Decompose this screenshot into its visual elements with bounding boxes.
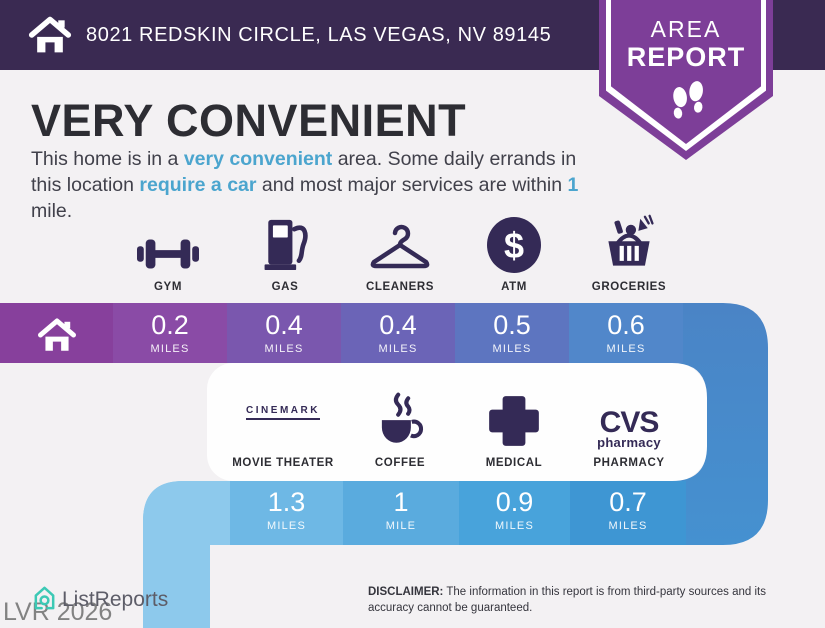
summary-part1: This home is in a	[31, 148, 184, 170]
medical-cross-icon	[489, 396, 539, 446]
amenity-label: ATM	[501, 281, 527, 293]
amenity-coffee: COFFEE	[338, 388, 462, 469]
badge-title-line1: AREA	[650, 16, 722, 42]
summary-text: This home is in a very convenient area. …	[31, 146, 596, 224]
amenity-label: MOVIE THEATER	[232, 457, 334, 469]
amenity-medical: MEDICAL	[452, 388, 576, 469]
amenity-atm: $ ATM	[452, 212, 576, 293]
footprints-icon	[673, 81, 703, 119]
amenity-label: GAS	[271, 281, 299, 293]
distance-movie-theater: 1.3 MILES	[266, 487, 306, 533]
distance-groceries: 0.6 MILES	[606, 310, 646, 356]
area-report-badge: AREA REPORT	[599, 0, 773, 160]
page-title: VERY CONVENIENT	[31, 95, 467, 146]
summary-highlight-3: 1	[567, 174, 579, 197]
amenity-gas: GAS	[223, 212, 347, 293]
home-icon	[28, 16, 72, 53]
row2-panel	[207, 363, 707, 481]
cvs-pharmacy-logo: CVS	[599, 405, 660, 439]
summary-part2: area. Some daily errands in this locatio…	[31, 148, 577, 197]
brand-name: ListReports	[62, 588, 169, 611]
coffee-cup-icon	[381, 392, 424, 443]
distance-cleaners: 0.4 MILES	[378, 310, 418, 356]
distance-coffee: 1 MILE	[385, 487, 417, 533]
distance-pharmacy: 0.7 MILES	[608, 487, 648, 533]
path-start-home-icon	[37, 318, 76, 351]
distance-medical: 0.9 MILES	[494, 487, 534, 533]
summary-highlight-1: very convenient	[183, 148, 333, 170]
grocery-basket-icon	[608, 214, 654, 266]
summary-part4: mile.	[31, 200, 73, 223]
amenity-label: GYM	[154, 281, 182, 293]
dumbbell-icon	[137, 239, 199, 269]
disclaimer-label: DISCLAIMER:	[368, 586, 444, 598]
amenity-movie-theater: CINEMARK MOVIE THEATER	[221, 388, 345, 470]
amenity-cleaners: CLEANERS	[338, 212, 462, 293]
summary-highlight-2: require a car	[139, 174, 257, 197]
amenity-label: GROCERIES	[591, 281, 667, 293]
disclaimer: DISCLAIMER: The information in this repo…	[368, 584, 796, 617]
summary-part3: and most major services are within	[256, 174, 568, 197]
amenity-pharmacy: CVS pharmacy PHARMACY	[567, 388, 691, 469]
cinemark-logo: CINEMARK	[246, 405, 320, 420]
disclaimer-text: The information in this report is from t…	[368, 586, 766, 615]
property-address: 8021 REDSKIN CIRCLE, LAS VEGAS, NV 89145	[86, 23, 552, 46]
hanger-icon	[370, 224, 430, 269]
listreports-house-icon	[34, 586, 55, 610]
distance-path	[0, 303, 768, 628]
badge-title-line2: REPORT	[626, 42, 746, 72]
amenity-gym: GYM	[106, 212, 230, 293]
amenity-label: COFFEE	[374, 457, 426, 469]
amenity-label: PHARMACY	[593, 457, 665, 469]
dollar-circle-icon: $	[487, 217, 541, 273]
distance-gym: 0.2 MILES	[150, 310, 190, 356]
amenity-groceries: GROCERIES	[567, 212, 691, 293]
gas-pump-icon	[264, 219, 308, 270]
distance-atm: 0.5 MILES	[492, 310, 532, 356]
amenity-label: CLEANERS	[365, 281, 435, 293]
distance-gas: 0.4 MILES	[264, 310, 304, 356]
svg-text:$: $	[504, 225, 524, 266]
amenity-label: MEDICAL	[485, 457, 543, 469]
watermark: LVR 2026	[3, 598, 113, 626]
